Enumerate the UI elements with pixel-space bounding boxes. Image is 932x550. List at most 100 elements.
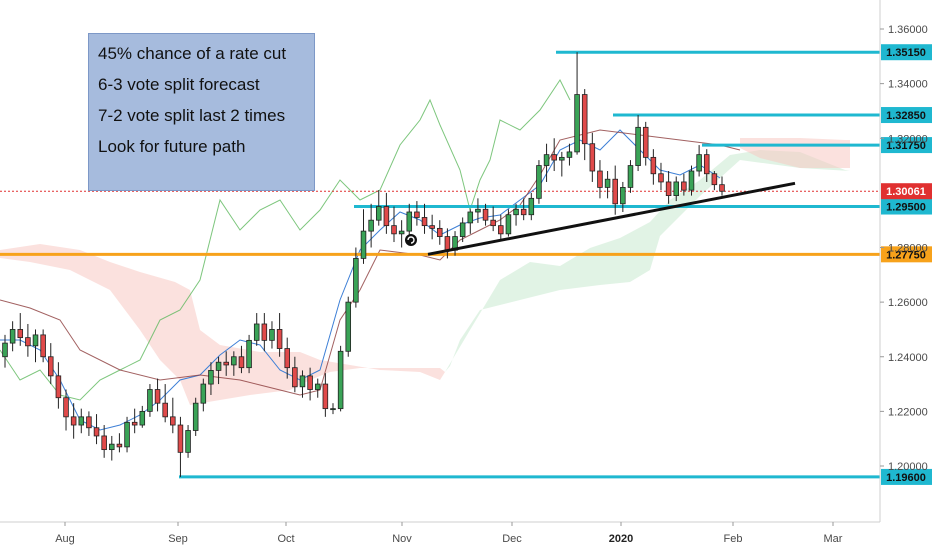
x-tick-label: Oct xyxy=(277,533,294,545)
candle-body xyxy=(559,156,565,161)
candle-body xyxy=(124,421,130,448)
candle-body xyxy=(398,230,405,235)
kijun-sen-line xyxy=(0,129,741,396)
x-tick-label: Mar xyxy=(824,533,843,545)
candle-body xyxy=(345,301,352,352)
candle-body xyxy=(337,350,344,410)
candle xyxy=(109,435,115,461)
candle-body xyxy=(2,342,8,358)
candle xyxy=(55,362,62,409)
candle-body xyxy=(528,197,535,216)
candle-body xyxy=(688,170,695,191)
cloud-bullish-green xyxy=(445,150,850,372)
candle-body xyxy=(238,356,245,369)
candle-body xyxy=(589,143,596,172)
candle xyxy=(620,181,626,212)
trendline xyxy=(427,181,796,256)
candle xyxy=(276,313,283,357)
candle xyxy=(131,408,138,434)
candle xyxy=(2,334,8,368)
candle xyxy=(551,138,557,172)
candle-body xyxy=(246,339,252,369)
candle-body xyxy=(253,323,260,341)
candle-body xyxy=(681,181,687,191)
candle xyxy=(101,425,107,458)
candle-body xyxy=(78,416,85,426)
candle-body xyxy=(414,211,420,218)
candle-body xyxy=(200,383,207,404)
cloud-red-future xyxy=(740,138,850,168)
level-label: 1.19600 xyxy=(886,472,926,484)
candle-body xyxy=(314,383,321,390)
candle-body xyxy=(70,416,77,426)
candle-body xyxy=(9,329,16,344)
candle-body xyxy=(368,219,374,232)
level-label: 1.27750 xyxy=(886,249,926,261)
cloud-bearish-red xyxy=(0,244,445,405)
y-tick-label: 1.32000 xyxy=(888,133,928,145)
candle xyxy=(292,356,298,393)
candle-body xyxy=(444,236,451,251)
candle xyxy=(696,145,702,177)
candle-body xyxy=(467,211,474,224)
candle xyxy=(536,160,542,204)
candle-body xyxy=(620,187,626,205)
candle-body xyxy=(185,430,191,453)
candle-body xyxy=(25,337,31,347)
candle xyxy=(208,362,214,395)
candle xyxy=(32,329,39,363)
candle-body xyxy=(566,151,573,158)
candle-body xyxy=(269,329,275,341)
candle-body xyxy=(177,424,184,453)
candle xyxy=(284,337,290,379)
candle xyxy=(383,192,390,234)
candle xyxy=(650,149,657,185)
candle-body xyxy=(391,225,397,235)
candle-body xyxy=(208,370,214,385)
candle xyxy=(86,411,92,436)
candle xyxy=(490,206,496,232)
candle-body xyxy=(498,225,504,235)
candle xyxy=(375,190,382,226)
note-line: 6-3 vote split forecast xyxy=(98,75,260,94)
level-label-bg xyxy=(881,107,932,124)
candle-body xyxy=(32,334,39,347)
note-line: 45% chance of a rate cut xyxy=(98,44,287,63)
candle xyxy=(253,313,260,346)
candle-body xyxy=(597,170,603,188)
candle xyxy=(429,214,435,240)
candle xyxy=(200,378,207,412)
candle-body xyxy=(63,397,69,418)
level-label-bg xyxy=(881,468,932,485)
candle-body xyxy=(48,356,54,377)
y-tick-label: 1.20000 xyxy=(888,461,928,473)
candle xyxy=(505,209,512,237)
candle xyxy=(681,173,687,196)
candle xyxy=(482,203,489,226)
candlesticks xyxy=(2,52,725,477)
candle-body xyxy=(223,361,229,366)
candle xyxy=(124,416,130,453)
candle xyxy=(215,356,222,385)
candle xyxy=(665,171,672,204)
level-label-bg xyxy=(881,137,932,154)
candle xyxy=(574,52,580,155)
candle xyxy=(63,389,69,431)
candle-body xyxy=(360,230,367,259)
candle xyxy=(246,334,252,374)
candle xyxy=(635,115,641,172)
candle-body xyxy=(101,435,107,451)
candle xyxy=(40,329,46,363)
candle-body xyxy=(322,383,329,410)
candle xyxy=(597,160,603,199)
candle xyxy=(452,231,458,256)
candle-body xyxy=(292,367,298,388)
event-marker-icon[interactable] xyxy=(405,234,417,246)
candle-body xyxy=(261,323,268,341)
candle xyxy=(139,405,146,428)
candle xyxy=(261,313,268,352)
candle-body xyxy=(284,348,290,369)
candle-body xyxy=(109,443,115,451)
